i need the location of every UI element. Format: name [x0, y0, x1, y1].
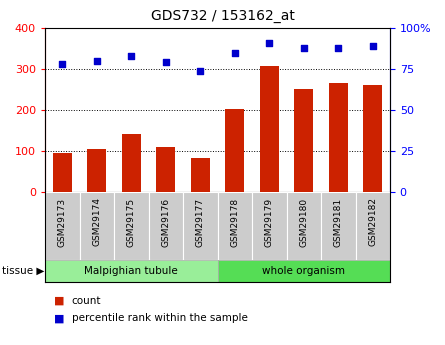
- Text: GSM29173: GSM29173: [58, 197, 67, 247]
- Bar: [356, 192, 390, 260]
- Bar: [218, 192, 252, 260]
- Bar: [114, 192, 149, 260]
- Text: tissue ▶: tissue ▶: [2, 266, 44, 276]
- Text: GSM29180: GSM29180: [299, 197, 308, 247]
- Text: ■: ■: [54, 313, 65, 323]
- Bar: [260, 66, 279, 192]
- Point: [128, 53, 135, 59]
- Text: count: count: [72, 296, 101, 306]
- Bar: [287, 192, 321, 260]
- Bar: [80, 192, 114, 260]
- Bar: [183, 192, 218, 260]
- Text: GSM29174: GSM29174: [92, 197, 101, 246]
- Point: [335, 45, 342, 50]
- Text: GSM29175: GSM29175: [127, 197, 136, 247]
- Bar: [45, 260, 218, 282]
- Bar: [156, 147, 175, 192]
- Point: [266, 40, 273, 46]
- Text: GDS732 / 153162_at: GDS732 / 153162_at: [150, 9, 295, 23]
- Bar: [87, 149, 106, 192]
- Point: [300, 45, 307, 50]
- Point: [197, 68, 204, 73]
- Text: GSM29179: GSM29179: [265, 197, 274, 247]
- Bar: [149, 192, 183, 260]
- Bar: [329, 83, 348, 192]
- Bar: [53, 153, 72, 192]
- Text: Malpighian tubule: Malpighian tubule: [85, 266, 178, 276]
- Bar: [363, 85, 382, 192]
- Bar: [252, 192, 287, 260]
- Bar: [294, 89, 313, 192]
- Bar: [225, 109, 244, 192]
- Text: whole organism: whole organism: [262, 266, 345, 276]
- Text: GSM29176: GSM29176: [161, 197, 170, 247]
- Bar: [218, 260, 390, 282]
- Text: GSM29178: GSM29178: [230, 197, 239, 247]
- Point: [93, 58, 100, 63]
- Text: percentile rank within the sample: percentile rank within the sample: [72, 313, 247, 323]
- Point: [369, 43, 376, 49]
- Point: [59, 61, 66, 67]
- Text: GSM29181: GSM29181: [334, 197, 343, 247]
- Point: [162, 60, 169, 65]
- Point: [231, 50, 239, 55]
- Bar: [321, 192, 356, 260]
- Bar: [122, 134, 141, 192]
- Text: ■: ■: [54, 296, 65, 306]
- Text: GSM29182: GSM29182: [368, 197, 377, 246]
- Bar: [45, 192, 80, 260]
- Bar: [191, 158, 210, 192]
- Text: GSM29177: GSM29177: [196, 197, 205, 247]
